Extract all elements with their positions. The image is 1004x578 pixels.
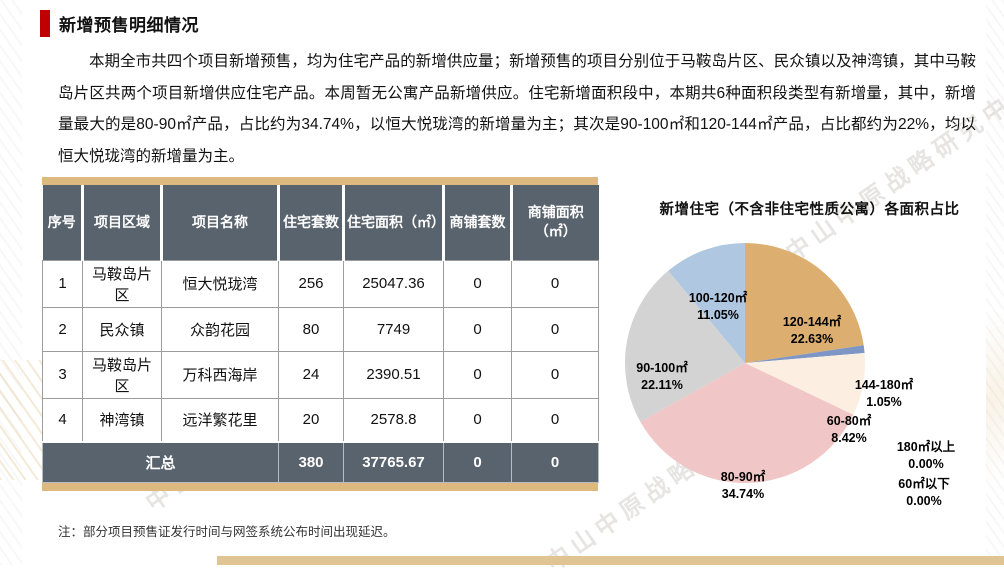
table-body: 1 马鞍岛片区 恒大悦珑湾 256 25047.36 0 0 2 民众镇 众韵花园 80 7749 0 0… bbox=[42, 259, 599, 483]
table-cell: 4 bbox=[42, 397, 83, 443]
pie-svg bbox=[625, 243, 866, 483]
table-cell: 马鞍岛片区 bbox=[82, 350, 162, 399]
pie-slice-100-120㎡ bbox=[668, 243, 745, 363]
bottom-gold-bar bbox=[217, 556, 1004, 565]
table-row: 4 神湾镇 远洋繁花里 20 2578.8 0 0 bbox=[42, 397, 599, 443]
table-header-cell: 序号 bbox=[42, 185, 83, 260]
pie-slice-60-80㎡ bbox=[745, 353, 866, 415]
table-cell: 3 bbox=[42, 350, 83, 399]
pie-label-60㎡以下: 60㎡以下 0.00% bbox=[898, 477, 950, 508]
table-cell: 0 bbox=[443, 397, 512, 443]
table-cell: 民众镇 bbox=[82, 306, 162, 352]
table-header-cell: 项目区域 bbox=[81, 185, 162, 260]
table-header-cell: 项目名称 bbox=[160, 185, 279, 260]
table-cell: 马鞍岛片区 bbox=[82, 259, 162, 308]
table-cell: 恒大悦珑湾 bbox=[161, 259, 279, 308]
table-header-cell: 商铺套数 bbox=[442, 185, 512, 260]
table-cell: 80 bbox=[278, 306, 344, 352]
page-title: 新增预售明细情况 bbox=[59, 16, 199, 35]
summary-value-cell: 0 bbox=[511, 441, 599, 483]
table-cell: 0 bbox=[511, 350, 599, 399]
table-bottom-gold-bar bbox=[42, 482, 598, 491]
table-row: 1 马鞍岛片区 恒大悦珑湾 256 25047.36 0 0 bbox=[42, 259, 599, 308]
table-cell: 0 bbox=[443, 350, 512, 399]
table-cell: 0 bbox=[443, 306, 512, 352]
section-title-block: 新增预售明细情况 bbox=[40, 10, 199, 37]
table-cell: 2 bbox=[42, 306, 83, 352]
pie-label-120-144㎡: 120-144㎡ 22.63% bbox=[782, 315, 842, 346]
chart-title: 新增住宅（不含非住宅性质公寓）各面积占比 bbox=[659, 202, 960, 218]
pie-label-60-80㎡: 60-80㎡ 8.42% bbox=[826, 414, 872, 445]
table-cell: 0 bbox=[511, 397, 599, 443]
presale-detail-table: 序号 项目区域 项目名称 住宅套数 住宅面积（㎡） 商铺套数 商铺面积（㎡） 1 马鞍岛片区恒… bbox=[42, 185, 599, 483]
pie-label-144-180㎡: 144-180㎡ 1.05% bbox=[854, 378, 914, 409]
table-cell: 24 bbox=[278, 350, 344, 399]
presale-table-block: 序号 项目区域 项目名称 住宅套数 住宅面积（㎡） 商铺套数 商铺面积（㎡） 1 马鞍岛片区恒… bbox=[42, 177, 599, 491]
pie-slice-144-180㎡ bbox=[745, 345, 865, 363]
table-cell: 众韵花园 bbox=[161, 306, 279, 352]
table-cell: 2578.8 bbox=[343, 397, 444, 443]
summary-value-cell: 380 bbox=[278, 441, 344, 483]
table-row: 2 民众镇 众韵花园 80 7749 0 0 bbox=[42, 306, 599, 352]
summary-paragraph: 本期全市共四个项目新增预售，均为住宅产品的新增供应量；新增预售的项目分别位于马鞍… bbox=[58, 53, 976, 165]
table-cell: 0 bbox=[511, 259, 599, 308]
table-cell: 2390.51 bbox=[343, 350, 444, 399]
pie-label-90-100㎡: 90-100㎡ 22.11% bbox=[636, 361, 688, 392]
area-share-pie-chart: 新增住宅（不含非住宅性质公寓）各面积占比 120-144㎡ 22.63% 144-1… bbox=[615, 198, 1004, 508]
table-cell: 远洋繁花里 bbox=[161, 397, 279, 443]
table-cell: 万科西海岸 bbox=[161, 350, 279, 399]
table-header-row: 序号 项目区域 项目名称 住宅套数 住宅面积（㎡） 商铺套数 商铺面积（㎡） bbox=[42, 185, 599, 260]
summary-value-cell: 0 bbox=[443, 441, 512, 483]
left-edge-texture bbox=[0, 0, 22, 565]
table-row: 3 马鞍岛片区 万科西海岸 24 2390.51 0 0 bbox=[42, 350, 599, 399]
pie-slice-80-90㎡ bbox=[640, 363, 854, 483]
table-cell: 256 bbox=[278, 259, 344, 308]
table-summary-row: 汇总 380 37765.67 0 0 bbox=[42, 441, 599, 483]
table-cell: 1 bbox=[42, 259, 83, 308]
table-cell: 7749 bbox=[343, 306, 444, 352]
table-cell: 20 bbox=[278, 397, 344, 443]
summary-value-cell: 37765.67 bbox=[343, 441, 444, 483]
footnote: 注：部分项目预售证发行时间与网签系统公布时间出现延迟。 bbox=[58, 525, 396, 539]
red-title-bar bbox=[40, 10, 50, 37]
pie-label-180㎡以上: 180㎡以上 0.00% bbox=[896, 440, 956, 471]
table-cell: 神湾镇 bbox=[82, 397, 162, 443]
pie-slice-120-144㎡ bbox=[745, 243, 864, 363]
pie-slice-90-100㎡ bbox=[625, 270, 745, 422]
table-cell: 25047.36 bbox=[343, 259, 444, 308]
table-header-cell: 住宅面积（㎡） bbox=[342, 185, 445, 260]
table-cell: 0 bbox=[443, 259, 512, 308]
summary-label-cell: 汇总 bbox=[42, 441, 279, 483]
table-header-cell: 商铺面积（㎡） bbox=[510, 185, 599, 260]
table-header-cell: 住宅套数 bbox=[277, 185, 344, 260]
table-top-gold-bar bbox=[42, 177, 598, 185]
pie-label-100-120㎡: 100-120㎡ 11.05% bbox=[688, 291, 748, 322]
pie-label-80-90㎡: 80-90㎡ 34.74% bbox=[720, 470, 766, 501]
table-cell: 0 bbox=[511, 306, 599, 352]
